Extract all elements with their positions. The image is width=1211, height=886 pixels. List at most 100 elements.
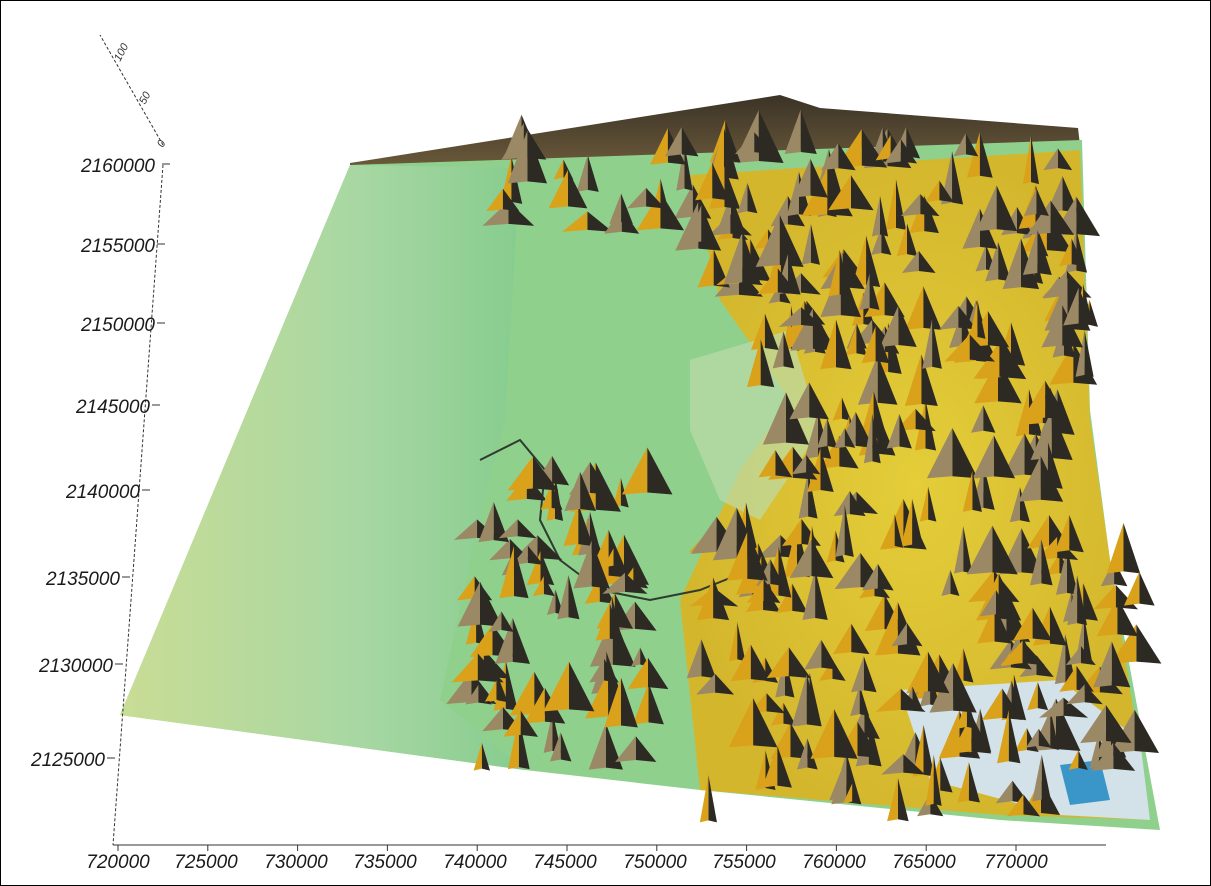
terrain-peak-face — [595, 603, 610, 641]
terrain-peak — [894, 513, 904, 548]
terrain-peak-face — [1066, 684, 1085, 705]
terrain-peak-face — [851, 319, 873, 345]
terrain-peak — [1019, 486, 1030, 523]
terrain-peak — [783, 331, 795, 369]
terrain-peak-face — [786, 171, 799, 217]
y-tick-label-2160000: 2160000 — [80, 156, 155, 177]
terrain-peak — [809, 382, 829, 420]
terrain-peak-face — [1054, 633, 1066, 685]
terrain-peak-face — [768, 283, 780, 304]
terrain-peak-face — [944, 334, 970, 362]
terrain-peak — [877, 355, 898, 405]
terrain-peak-face — [832, 397, 842, 421]
terrain-peak — [1080, 645, 1096, 666]
terrain-peak — [747, 182, 758, 214]
terrain-peak-face — [871, 195, 880, 237]
terrain-peak — [971, 714, 992, 754]
terrain-peak-face — [1006, 794, 1024, 817]
terrain-peak — [633, 567, 649, 589]
terrain-peak-face — [828, 175, 851, 211]
terrain-peak — [939, 180, 954, 203]
terrain-peak-face — [862, 563, 878, 591]
terrain-peak-face — [828, 249, 840, 297]
terrain-peak-face — [962, 470, 973, 512]
terrain-peak — [952, 427, 978, 479]
terrain-peak-face — [912, 724, 924, 777]
terrain-peak — [844, 504, 854, 557]
terrain-peak — [478, 684, 492, 705]
terrain-peak-face — [587, 529, 609, 578]
z-tick-label-100: 100 — [112, 41, 132, 64]
terrain-peak-face — [754, 229, 769, 249]
terrain-peak — [763, 578, 781, 603]
terrain-peak — [609, 603, 624, 641]
terrain-peak — [906, 126, 921, 159]
terrain-peak-face — [1059, 238, 1072, 267]
terrain-peak — [1071, 238, 1085, 267]
terrain-peak — [1065, 633, 1076, 685]
terrain-peak — [832, 659, 846, 681]
terrain-peak-face — [843, 783, 853, 804]
terrain-peak-face — [697, 249, 714, 288]
terrain-peak — [753, 697, 778, 748]
terrain-peak-face — [995, 780, 1013, 804]
terrain-peak — [1117, 597, 1138, 637]
terrain-peak — [963, 525, 973, 574]
terrain-peak-face — [954, 525, 964, 574]
x-tick-label-725000: 725000 — [174, 852, 238, 873]
terrain-peak — [647, 447, 673, 495]
terrain-peak — [898, 305, 917, 347]
terrain-peak-face — [871, 227, 882, 255]
terrain-peak — [477, 653, 504, 683]
terrain-peak-face — [454, 519, 478, 540]
terrain-peak-face — [917, 793, 931, 817]
terrain-peak — [985, 244, 997, 272]
terrain-peak-face — [676, 144, 685, 191]
terrain-peak-face — [879, 305, 899, 347]
terrain-peak-face — [820, 319, 836, 370]
terrain-peak — [777, 745, 792, 788]
terrain-peak-face — [589, 658, 605, 683]
terrain-peak — [513, 545, 529, 599]
terrain-peak — [1041, 754, 1052, 802]
terrain-peak — [815, 569, 828, 620]
terrain-peak-face — [905, 286, 924, 330]
terrain-peak — [551, 483, 563, 510]
surface-layer — [120, 95, 1162, 830]
terrain-peak-face — [804, 411, 818, 459]
terrain-peak — [835, 319, 852, 370]
terrain-peak-face — [1018, 455, 1041, 502]
terrain-peak-face — [489, 611, 502, 632]
y-axis-line — [112, 164, 164, 846]
terrain-peak — [899, 413, 912, 449]
terrain-peak — [1069, 514, 1084, 553]
terrain-peak-face — [735, 543, 759, 595]
terrain-peak-face — [832, 623, 852, 655]
terrain-peak-face — [900, 193, 921, 217]
terrain-peak — [595, 462, 621, 512]
terrain-peak — [820, 448, 834, 492]
terrain-peak — [1051, 408, 1073, 460]
terrain-peak — [723, 128, 739, 180]
terrain-peak — [900, 688, 926, 712]
terrain-peak — [1045, 380, 1068, 420]
terrain-peak — [856, 491, 879, 515]
terrain-peak — [646, 187, 666, 209]
terrain-peak-face — [674, 184, 693, 219]
terrain-peak-face — [782, 518, 802, 547]
terrain-peak-face — [451, 653, 478, 683]
terrain-peak-face — [1022, 135, 1031, 185]
terrain-peak-face — [750, 313, 765, 350]
terrain-peak — [660, 191, 685, 231]
terrain-peak — [750, 644, 771, 682]
x-tick-label-745000: 745000 — [533, 852, 597, 873]
terrain-peak-face — [762, 392, 786, 445]
terrain-peak — [480, 581, 503, 627]
terrain-peak-face — [602, 572, 625, 594]
terrain-peak — [872, 413, 881, 464]
terrain-peak-face — [791, 454, 807, 475]
terrain-peak — [912, 498, 924, 547]
terrain-peak — [1041, 538, 1053, 586]
terrain-peak-face — [1039, 697, 1064, 718]
terrain-peak — [1021, 528, 1044, 575]
